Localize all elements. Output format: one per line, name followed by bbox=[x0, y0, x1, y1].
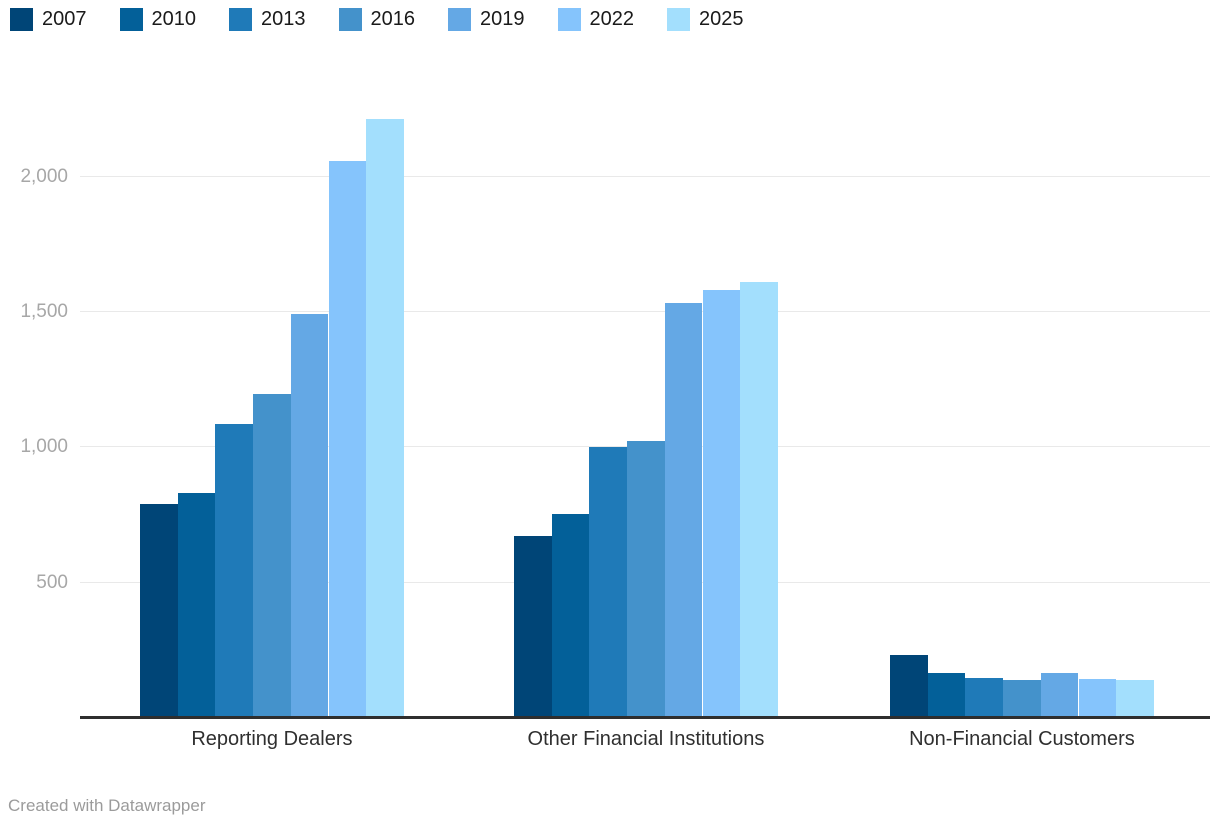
y-tick-label: 1,500 bbox=[20, 300, 68, 322]
legend-swatch bbox=[229, 8, 252, 31]
bar-2019 bbox=[664, 303, 703, 718]
legend-swatch bbox=[119, 8, 143, 31]
legend-item-2013: 2013 bbox=[229, 8, 306, 31]
datawrapper-credit[interactable]: Created with Datawrapper bbox=[8, 796, 206, 815]
bar-2019 bbox=[290, 314, 329, 718]
legend-label: 2007 bbox=[42, 8, 87, 30]
legend-swatch bbox=[338, 8, 362, 31]
bar-2016 bbox=[253, 394, 291, 718]
gridline bbox=[80, 175, 1210, 177]
y-tick-label: 1,000 bbox=[20, 436, 68, 458]
legend-item-2022: 2022 bbox=[557, 8, 635, 31]
legend-label: 2013 bbox=[261, 8, 306, 30]
bar-2025 bbox=[740, 281, 778, 718]
legend-item-2007: 2007 bbox=[10, 8, 87, 31]
legend-item-2025: 2025 bbox=[667, 8, 744, 31]
bar-2007 bbox=[514, 536, 552, 718]
bar-2013 bbox=[965, 678, 1004, 718]
bar-2010 bbox=[927, 672, 966, 718]
category-label: Non-Financial Customers bbox=[909, 728, 1135, 750]
bar-2025 bbox=[1116, 679, 1154, 718]
legend-item-2019: 2019 bbox=[448, 8, 525, 31]
bar-2010 bbox=[551, 514, 590, 718]
bar-2007 bbox=[140, 503, 178, 718]
category-label: Other Financial Institutions bbox=[527, 728, 765, 750]
bar-2013 bbox=[215, 423, 254, 718]
bar-2022 bbox=[702, 289, 741, 718]
legend-swatch bbox=[667, 8, 690, 31]
legend-item-2016: 2016 bbox=[338, 8, 416, 31]
bar-2016 bbox=[1003, 680, 1041, 718]
bar-2013 bbox=[589, 446, 628, 718]
legend-swatch bbox=[448, 8, 471, 31]
bar-2022 bbox=[1078, 679, 1117, 718]
legend-label: 2022 bbox=[589, 8, 635, 30]
x-axis-line bbox=[80, 716, 1210, 719]
y-tick-label: 500 bbox=[36, 571, 68, 593]
bar-2022 bbox=[328, 161, 367, 718]
gridline bbox=[80, 310, 1210, 312]
legend-item-2010: 2010 bbox=[119, 8, 197, 31]
legend-label: 2010 bbox=[151, 8, 197, 30]
legend-label: 2019 bbox=[480, 8, 525, 30]
category-label: Reporting Dealers bbox=[191, 728, 353, 750]
y-tick-label: 2,000 bbox=[20, 165, 68, 187]
legend-label: 2016 bbox=[370, 8, 416, 30]
bar-2025 bbox=[366, 119, 404, 718]
legend-swatch bbox=[10, 8, 33, 31]
bar-2016 bbox=[627, 441, 665, 718]
legend-swatch bbox=[557, 8, 581, 31]
bar-2010 bbox=[177, 492, 216, 718]
legend: 2007 2010 2013 2016 2019 2022 2025 bbox=[10, 8, 777, 31]
bar-2019 bbox=[1040, 672, 1079, 718]
legend-label: 2025 bbox=[699, 8, 744, 30]
bar-2007 bbox=[890, 655, 928, 718]
